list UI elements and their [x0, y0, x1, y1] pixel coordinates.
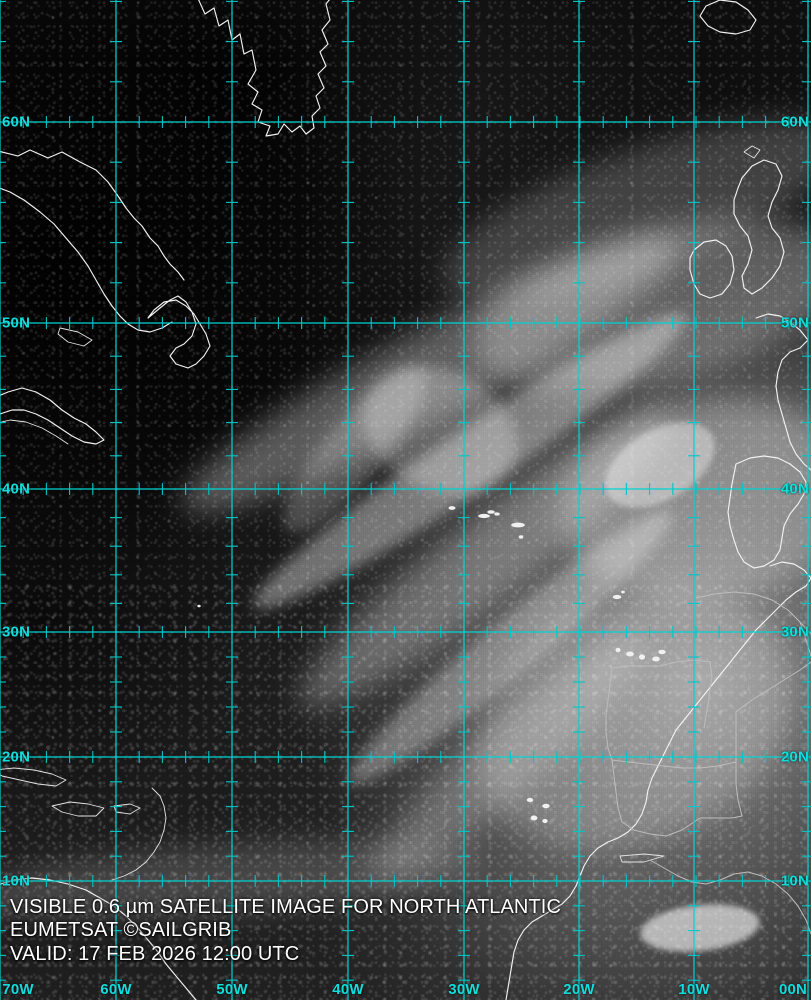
island-canary-tenerife [626, 651, 634, 657]
border-western-sahara [659, 659, 713, 729]
latitude-label-10N-left: 10N [2, 872, 31, 890]
island-canary-gran-canaria [638, 654, 646, 660]
coastline-south-america [0, 877, 197, 1000]
coastline-scotland-isles [743, 145, 761, 159]
caption-product: VISIBLE 0.6 µm SATELLITE IMAGE FOR NORTH… [10, 895, 561, 918]
coastline-iceland [699, 0, 757, 35]
longitude-label-70W: 70W [2, 981, 34, 998]
caption-validity: VALID: 17 FEB 2026 12:00 UTC [10, 942, 300, 965]
island-porto-santo [621, 590, 625, 594]
island-cape-verde-s1 [530, 815, 538, 821]
latitude-label-20N-left: 20N [2, 748, 31, 766]
coastline-northwest-africa [505, 561, 811, 1000]
coastline-iberia [727, 455, 807, 569]
latitude-label-60N-left: 60N [2, 113, 31, 131]
latitude-label-50N-right: 50N [780, 314, 809, 332]
island-canary-fuerteventura [652, 656, 660, 662]
latitude-label-60N-right: 60N [780, 113, 809, 131]
coastline-anticosti [57, 327, 93, 347]
coastline-gambia [619, 853, 665, 863]
border-mauritania-south [611, 759, 737, 769]
longitude-label-10W: 10W [678, 981, 710, 998]
latitude-label-40N-right: 40N [780, 480, 809, 498]
longitude-label-20W: 20W [563, 981, 595, 998]
coastline-ireland [689, 239, 735, 299]
island-cape-verde-n [526, 797, 534, 803]
island-azores-c3 [494, 512, 500, 516]
latitude-label-30N-left: 30N [2, 623, 31, 641]
caption-credit: EUMETSAT ©SAILGRIB [10, 919, 232, 941]
island-madeira [612, 594, 622, 600]
coastline-newfoundland [147, 295, 211, 369]
island-azores-c2 [487, 510, 495, 514]
border-mali-northeast [735, 661, 811, 713]
coastline-greenland [198, 0, 331, 137]
island-canary-palma [615, 647, 621, 653]
border-mauritania-north [611, 665, 660, 669]
longitude-label-40W: 40W [332, 981, 364, 998]
coastline-cuba [0, 767, 67, 787]
coastline-lesser-antilles [111, 787, 167, 881]
island-bermuda [197, 604, 201, 608]
island-azores-c1 [478, 513, 490, 519]
island-cape-verde-e [542, 803, 550, 809]
coastline-new-england [0, 419, 69, 445]
border-senegal [611, 759, 701, 837]
border-mali-west [735, 712, 743, 817]
island-azores-w [448, 506, 456, 510]
trade-cumulus-texture [0, 580, 811, 1000]
island-canary-lanzarote [658, 649, 666, 655]
coastline-hispaniola [51, 801, 105, 817]
caption-block: VISIBLE 0.6 µm SATELLITE IMAGE FOR NORTH… [10, 896, 561, 967]
island-cape-verde-s2 [542, 818, 548, 824]
latitude-label-30N-right: 30N [780, 623, 809, 641]
border-mali-south [700, 815, 743, 819]
latitude-label-20N-right: 20N [780, 748, 809, 766]
latitude-label-40N-left: 40N [2, 480, 31, 498]
longitude-label-30W: 30W [448, 981, 480, 998]
longitude-label-60W: 60W [100, 981, 132, 998]
longitude-label-00N: 00N [778, 981, 808, 998]
coastline-gulf-st-lawrence [0, 187, 173, 333]
longitude-label-50W: 50W [216, 981, 248, 998]
island-azores-sm [511, 522, 525, 528]
border-algeria [799, 621, 811, 657]
border-guinea [649, 859, 811, 935]
latitude-label-10N-right: 10N [780, 872, 809, 890]
island-azores-sma [518, 535, 524, 539]
border-morocco [695, 591, 811, 635]
coastline-nova-scotia [0, 387, 105, 445]
coastline-great-britain [733, 159, 785, 295]
latitude-label-50N-left: 50N [2, 314, 31, 332]
border-mauritania-west [605, 667, 613, 761]
